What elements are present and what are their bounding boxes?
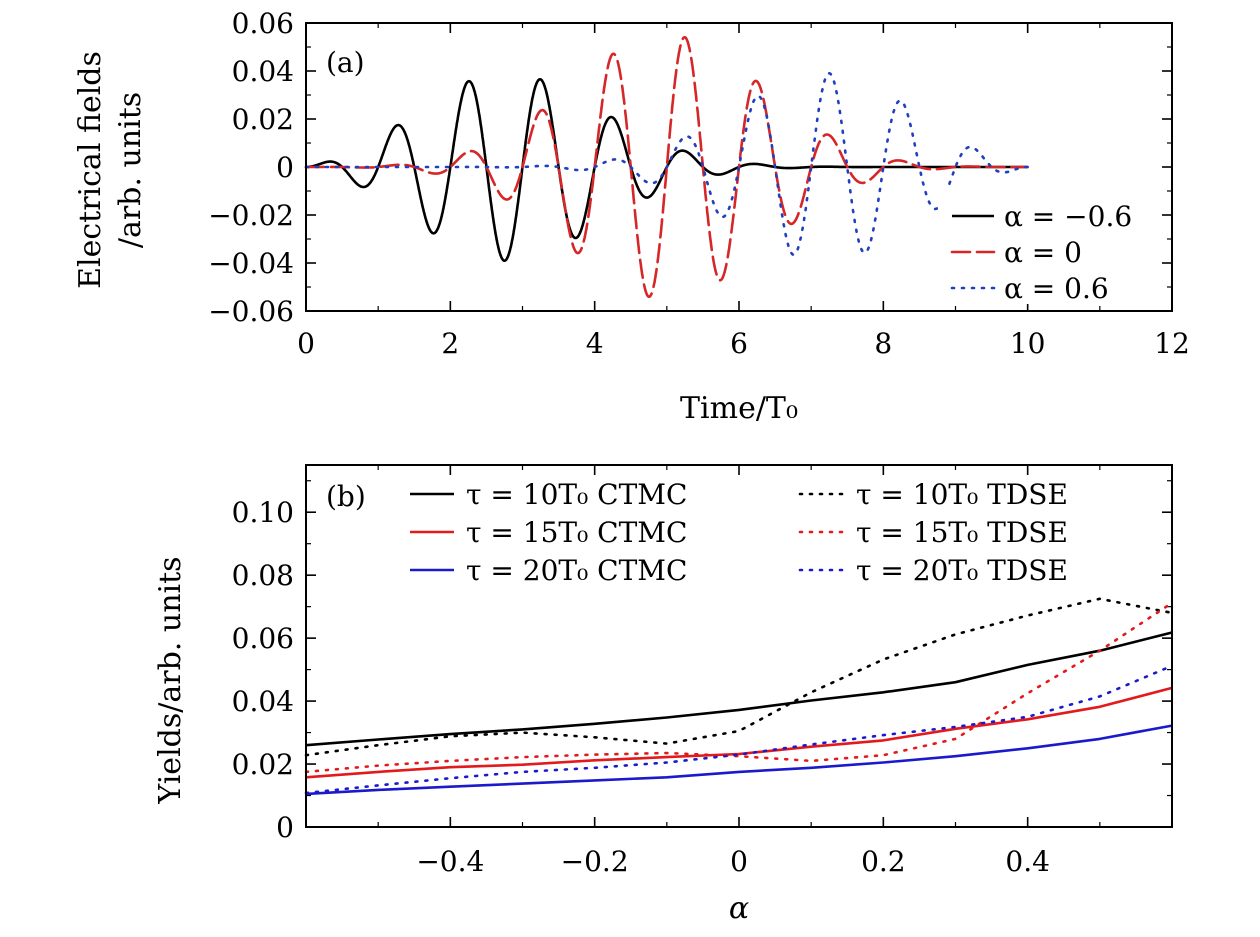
panel-a-frame (305, 22, 1173, 312)
panel-b-series-line-2 (305, 724, 1173, 796)
panel-a-xtick-label: 4 (586, 327, 604, 360)
panel-b-xtick-label: −0.2 (561, 845, 629, 878)
panel-a-xtick-label: 8 (874, 327, 892, 360)
panel-a-ytick-label: 0.04 (232, 55, 294, 88)
panel-a-legend-bg (938, 190, 1160, 304)
panel-a-ytick-label: −0.04 (208, 247, 294, 280)
panel-a-xlabel: Time/T₀ (680, 391, 798, 426)
panel-b-legend-label: τ = 10T₀ TDSE (856, 478, 1068, 511)
panel-a: Electrical fields /arb. units 0 2 4 6 8 10 12 −… (73, 7, 1190, 426)
panel-b-series-line-1 (305, 686, 1173, 779)
panel-a-series-line-1 (304, 35, 1029, 299)
panel-b-legend-label: τ = 15T₀ TDSE (856, 516, 1068, 549)
panel-a-legend: α = −0.6α = 0α = 0.6 (938, 190, 1160, 305)
panel-b-ytick-label: 0.06 (232, 622, 294, 655)
panel-b-ytick-label: 0.04 (232, 685, 294, 718)
panel-b-ytick-label: 0.08 (232, 559, 294, 592)
panel-a-xtick-label: 2 (441, 327, 459, 360)
panel-b-ylabel: Yields/arb. units (153, 556, 188, 804)
panel-b-legend: τ = 10T₀ CTMC τ = 15T₀ CTMC τ = 20T₀ CTMC τ… (410, 478, 1068, 587)
panel-a-ylabel-line2: /arb. units (113, 92, 148, 248)
panel-a-ytick-label: −0.02 (208, 199, 294, 232)
panel-b-ytick-label: 0 (276, 811, 294, 844)
panel-b-xtick-label: −0.4 (416, 845, 484, 878)
panel-a-xtick-label: 10 (1010, 327, 1046, 360)
panel-a-tag: (a) (326, 46, 365, 79)
panel-b-legend-label: τ = 20T₀ CTMC (466, 554, 687, 587)
panel-a-xtick-label: 6 (730, 327, 748, 360)
panel-a-ylabel-line1: Electrical fields (73, 51, 108, 289)
panel-b-frame (305, 464, 1173, 828)
panel-a-series (304, 35, 1029, 299)
panel-b-ytick-label: 0.02 (232, 748, 294, 781)
panel-b-legend-label: τ = 10T₀ CTMC (466, 478, 687, 511)
panel-b: Yields/arb. units −0.4 −0.2 0 0.2 0.4 0 0.02 0.… (153, 464, 1174, 926)
panel-b-series-line-0 (305, 631, 1173, 747)
panel-a-legend-label: α = −0.6 (1004, 200, 1132, 233)
panel-a-ytick-label: 0.02 (232, 103, 294, 136)
panel-b-ytick-label: 0.10 (232, 496, 294, 529)
panel-b-xtick-label: 0.4 (1005, 845, 1050, 878)
panel-b-legend-label: τ = 15T₀ CTMC (466, 516, 687, 549)
panel-a-xtick-label: 0 (297, 327, 315, 360)
panel-b-tag: (b) (326, 480, 366, 513)
panel-b-series-line-3 (304, 597, 1174, 757)
panel-a-ytick-label: 0 (276, 151, 294, 184)
panel-b-xlabel: α (729, 891, 749, 926)
panel-a-ytick-label: −0.06 (208, 295, 294, 328)
panel-a-legend-label: α = 0.6 (1004, 272, 1109, 305)
panel-b-xtick-label: 0 (730, 845, 748, 878)
panel-a-ticks: 0 2 4 6 8 10 12 −0.06 −0.04 −0.02 0 0.02 0.04 0.06 (208, 7, 1190, 360)
panel-a-legend-label: α = 0 (1004, 236, 1082, 269)
panel-b-xtick-label: 0.2 (861, 845, 906, 878)
panel-a-xtick-label: 12 (1154, 327, 1190, 360)
panel-a-series-line-2 (304, 72, 1029, 256)
panel-b-series-line-5 (304, 664, 1174, 795)
panel-b-series (304, 597, 1174, 796)
panel-a-ytick-label: 0.06 (232, 7, 294, 40)
panel-b-ticks: −0.4 −0.2 0 0.2 0.4 0 0.02 0.04 0.06 0.08 0.10 (232, 465, 1172, 878)
panel-b-legend-label: τ = 20T₀ TDSE (856, 554, 1068, 587)
